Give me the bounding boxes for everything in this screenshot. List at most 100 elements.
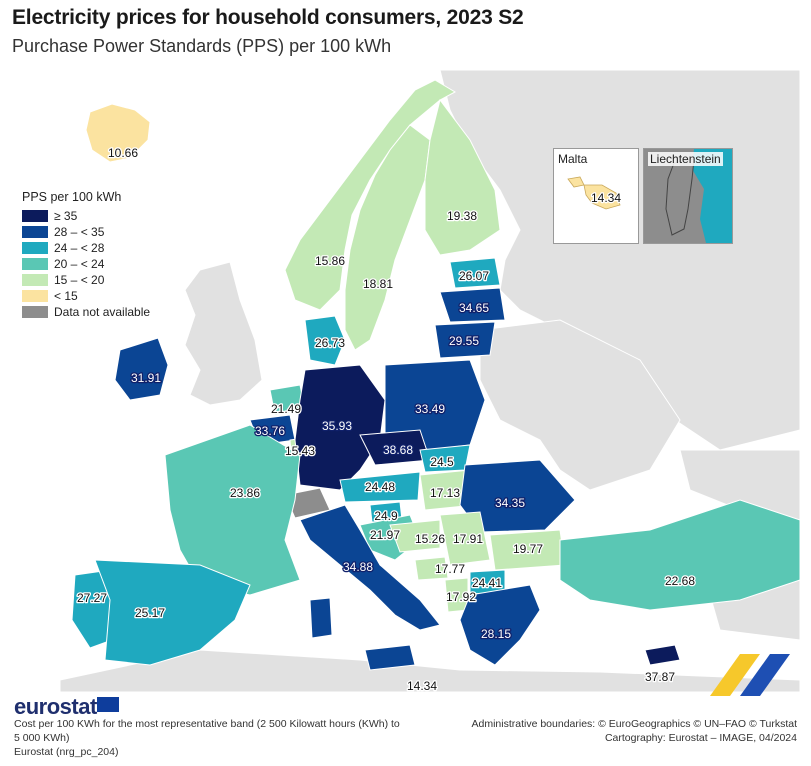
legend-item: Data not available — [22, 304, 150, 319]
country-latvia — [439, 287, 506, 323]
legend-label: 15 – < 20 — [54, 272, 105, 287]
label-iceland: 10.66 — [108, 146, 138, 160]
label-belgium: 33.76 — [255, 424, 285, 438]
legend-label: 20 – < 24 — [54, 256, 105, 271]
footer-note: Cost per 100 KWh for the most representa… — [14, 718, 400, 744]
legend-swatch — [22, 273, 48, 286]
label-finland: 19.38 — [447, 209, 477, 223]
country-cyprus — [644, 644, 681, 666]
label-spain: 25.17 — [135, 606, 165, 620]
eurostat-logo: eurostat — [14, 694, 97, 719]
country-ireland — [114, 337, 169, 401]
label-norway: 15.86 — [315, 254, 345, 268]
label-sweden: 18.81 — [363, 277, 393, 291]
footer-notes: Cost per 100 KWh for the most representa… — [14, 717, 404, 759]
ukraine-belarus-land — [479, 319, 681, 491]
country-sweden — [344, 124, 431, 351]
country-greece — [459, 584, 541, 666]
legend-label: 28 – < 35 — [54, 224, 105, 239]
label-north-macedonia: 24.41 — [472, 576, 502, 590]
label-croatia: 21.97 — [370, 528, 400, 542]
country-norway — [284, 79, 457, 311]
label-denmark: 26.73 — [315, 336, 345, 350]
country-denmark — [304, 315, 346, 366]
label-luxembourg: 15.43 — [285, 444, 315, 458]
country-turkey — [559, 499, 801, 611]
deco-stripe-blue — [740, 654, 790, 696]
label-bulgaria: 19.77 — [513, 542, 543, 556]
footer-source: Eurostat (nrg_pc_204) — [14, 746, 119, 758]
label-sicily: 14.34 — [407, 679, 437, 692]
country-finland — [424, 98, 501, 256]
eurostat-decoration — [710, 654, 790, 696]
label-austria: 24.48 — [365, 480, 395, 494]
label-estonia: 26.07 — [459, 269, 489, 283]
country-iceland — [85, 103, 151, 163]
legend-swatch — [22, 241, 48, 254]
label-netherlands: 21.49 — [271, 402, 301, 416]
north-africa-land — [59, 649, 801, 692]
country-france — [164, 424, 301, 596]
legend-item: 24 – < 28 — [22, 240, 150, 255]
label-montenegro: 17.77 — [435, 562, 465, 576]
malta-shape-svg: 14.34 — [567, 176, 623, 210]
legend-item: 15 – < 20 — [22, 272, 150, 287]
country-bosnia — [389, 519, 441, 553]
legend-swatch — [22, 225, 48, 238]
legend-title: PPS per 100 kWh — [22, 190, 122, 204]
label-france: 23.86 — [230, 486, 260, 500]
legend-item: < 15 — [22, 288, 150, 303]
footer-boundaries: Administrative boundaries: © EuroGeograp… — [471, 718, 797, 730]
eu-flag-icon — [97, 697, 119, 712]
value-labels: 10.66 15.86 18.81 19.38 26.07 34.65 29.5… — [76, 145, 697, 692]
label-cyprus: 37.87 — [645, 670, 675, 684]
liechtenstein-shape-svg — [665, 149, 732, 243]
great-britain-land — [184, 261, 263, 406]
map-title: Electricity prices for household consume… — [12, 6, 524, 29]
label-slovenia: 24.9 — [374, 509, 398, 523]
liechtenstein-inset: Liechtenstein — [643, 148, 733, 244]
malta-inset-label: Malta — [558, 152, 588, 166]
deco-stripe-yellow — [710, 654, 760, 696]
country-spain — [94, 559, 251, 666]
countries — [71, 79, 801, 671]
liechtenstein-inset-label: Liechtenstein — [648, 152, 723, 166]
country-austria — [339, 471, 421, 503]
country-lithuania — [434, 321, 496, 359]
label-romania: 34.35 — [495, 496, 525, 510]
legend-swatch — [22, 257, 48, 270]
label-serbia: 17.91 — [453, 532, 483, 546]
label-slovakia: 24.5 — [430, 455, 454, 469]
legend-swatch — [22, 305, 48, 318]
legend-swatch — [22, 289, 48, 302]
malta-inset: Malta 14.34 — [553, 148, 639, 244]
legend-item: 20 – < 24 — [22, 256, 150, 271]
legend-item: ≥ 35 — [22, 208, 150, 223]
legend-label: < 15 — [54, 288, 78, 303]
label-italy: 34.88 — [343, 560, 373, 574]
legend-label: 24 – < 28 — [54, 240, 105, 255]
legend-swatch — [22, 209, 48, 222]
country-italy — [299, 504, 441, 631]
label-albania: 17.92 — [446, 590, 476, 604]
label-latvia: 34.65 — [459, 301, 489, 315]
austria-adjacent — [692, 149, 732, 243]
legend-label: Data not available — [54, 304, 151, 319]
malta-island — [567, 176, 621, 210]
legend-item: 28 – < 35 — [22, 224, 150, 239]
label-poland: 33.49 — [415, 402, 445, 416]
legend-label: ≥ 35 — [54, 208, 78, 223]
liechtenstein-country — [665, 158, 695, 236]
label-hungary: 17.13 — [430, 486, 460, 500]
label-portugal: 27.27 — [77, 591, 107, 605]
country-estonia — [449, 257, 501, 289]
legend: PPS per 100 kWh ≥ 35 28 – < 35 24 – < 28… — [22, 190, 150, 320]
label-germany: 35.93 — [322, 419, 352, 433]
label-czechia: 38.68 — [383, 443, 413, 457]
label-malta: 14.34 — [591, 191, 621, 205]
footer-credits: Administrative boundaries: © EuroGeograp… — [437, 717, 797, 745]
label-ireland: 31.91 — [131, 371, 161, 385]
europe-map: 10.66 15.86 18.81 19.38 26.07 34.65 29.5… — [59, 69, 801, 692]
label-bosnia: 15.26 — [415, 532, 445, 546]
country-sardinia — [309, 597, 333, 639]
